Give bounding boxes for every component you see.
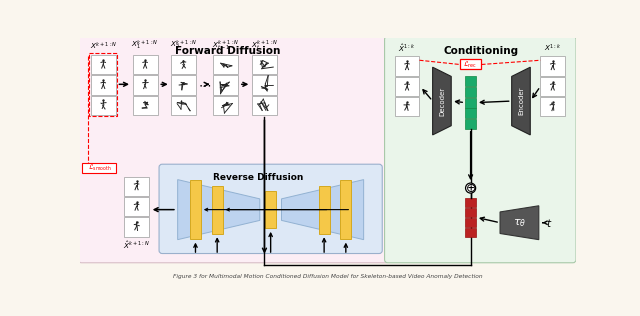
Text: $\hat{X}^{1:k}$: $\hat{X}^{1:k}$ [398,42,416,54]
Polygon shape [433,67,451,135]
Bar [132,96,157,115]
Text: $X^{k+1:N}$: $X^{k+1:N}$ [90,41,117,52]
Bar [190,180,201,239]
Bar [172,75,196,94]
Text: $X_{t-1}^{k+1:N}$: $X_{t-1}^{k+1:N}$ [212,39,239,52]
Text: Decoder: Decoder [439,87,445,116]
Text: Figure 3 for Multimodal Motion Conditioned Diffusion Model for Skeleton-based Vi: Figure 3 for Multimodal Motion Condition… [173,274,483,279]
Bar [460,59,481,70]
FancyBboxPatch shape [385,36,576,263]
Bar [265,191,276,228]
Text: $t$: $t$ [547,217,553,229]
Bar [83,163,116,173]
Bar [90,53,117,117]
Bar [540,77,565,96]
Text: $\cdots$: $\cdots$ [198,79,211,92]
FancyBboxPatch shape [159,164,382,253]
Text: $\mathcal{L}_{\rm smooth}$: $\mathcal{L}_{\rm smooth}$ [88,162,111,173]
Bar [91,55,116,74]
Bar [212,186,223,234]
Circle shape [465,183,476,193]
Bar [465,218,476,227]
Bar [213,96,238,115]
Text: Reverse Diffusion: Reverse Diffusion [213,173,303,182]
Bar [124,217,149,237]
Bar [465,98,476,107]
Bar [172,96,196,115]
Text: Forward Diffusion: Forward Diffusion [175,46,280,56]
Polygon shape [282,179,364,240]
Bar [319,186,330,234]
Bar [465,228,476,237]
Bar [91,96,116,115]
Text: $X_1^{k+1:N}$: $X_1^{k+1:N}$ [131,39,159,52]
Bar [465,208,476,217]
Text: $\hat{X}^{k+1:N}$: $\hat{X}^{k+1:N}$ [123,240,150,251]
Text: $X_t^{k+1:N}$: $X_t^{k+1:N}$ [251,39,278,52]
Bar [252,55,277,74]
Text: $X_2^{k+1:N}$: $X_2^{k+1:N}$ [170,39,198,52]
Polygon shape [500,206,539,240]
Bar [465,119,476,129]
Polygon shape [178,179,260,240]
Bar [132,55,157,74]
Bar [213,55,238,74]
Bar [540,56,565,76]
Bar [340,180,351,239]
Bar [465,76,476,86]
FancyBboxPatch shape [79,36,388,263]
Bar [540,97,565,117]
Text: $\tau_\theta$: $\tau_\theta$ [513,217,526,228]
Bar [465,198,476,207]
Polygon shape [511,67,531,135]
Bar [395,56,419,76]
Bar [124,197,149,216]
Bar [395,97,419,117]
Bar [252,75,277,94]
Bar [213,75,238,94]
Text: $\mathcal{L}_{\rm rec}$: $\mathcal{L}_{\rm rec}$ [463,59,477,70]
Bar [172,55,196,74]
Text: $\oplus$: $\oplus$ [465,182,476,195]
Bar [124,177,149,196]
Bar [91,75,116,94]
Bar [465,108,476,118]
Bar [465,87,476,97]
Bar [395,77,419,96]
Text: Encoder: Encoder [518,87,524,115]
Text: Conditioning: Conditioning [443,46,518,56]
Bar [132,75,157,94]
Bar [252,96,277,115]
Text: $X^{1:k}$: $X^{1:k}$ [544,42,562,54]
